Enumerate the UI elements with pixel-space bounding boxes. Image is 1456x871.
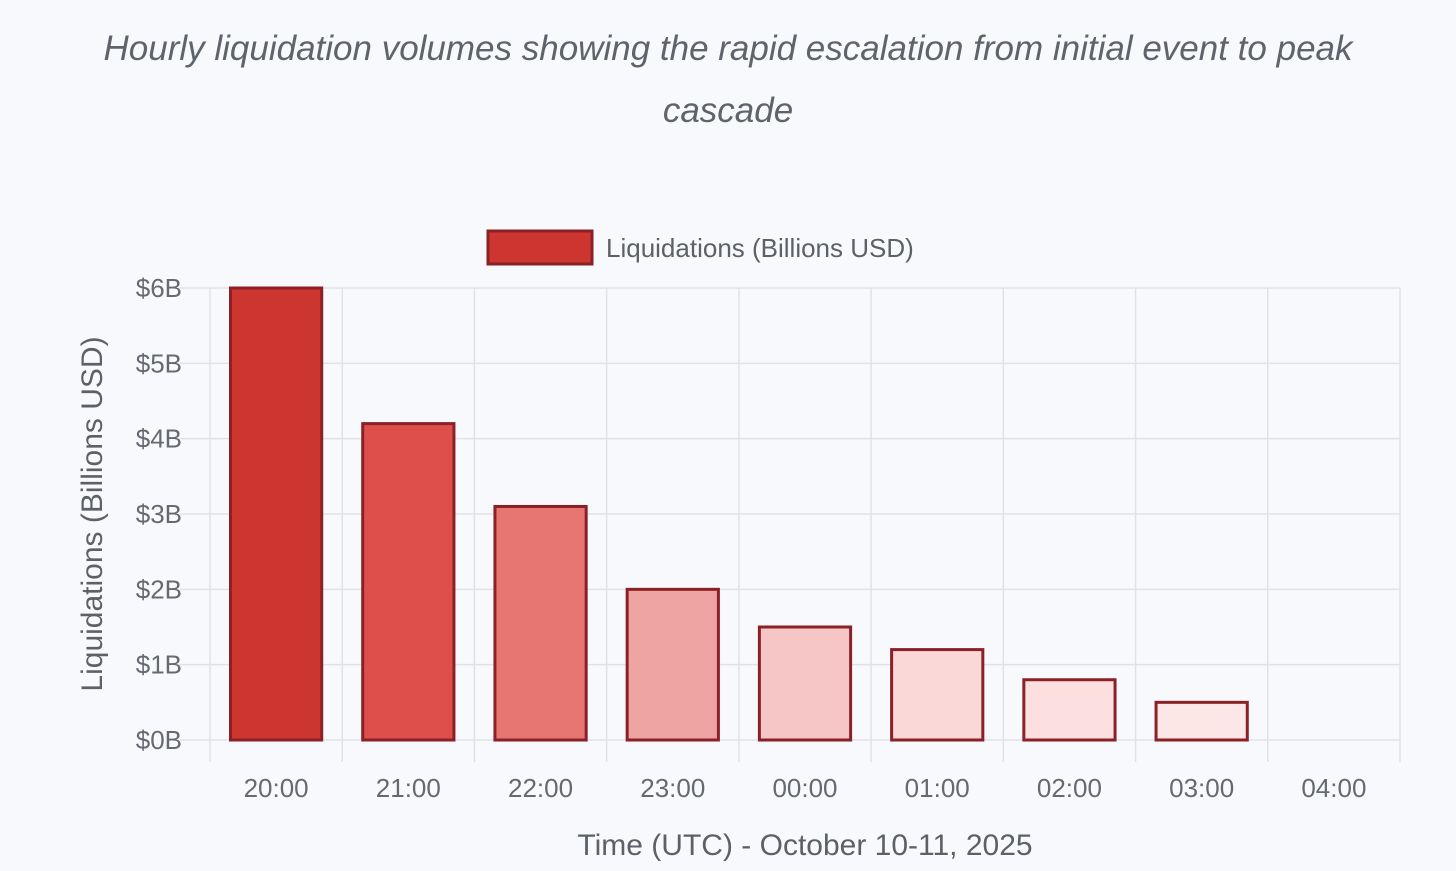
bar[interactable]	[757, 625, 853, 742]
bar[interactable]	[228, 286, 324, 742]
y-tick-label: $2B	[136, 574, 182, 604]
x-tick-label: 00:00	[772, 773, 837, 803]
y-tick-label: $0B	[136, 725, 182, 755]
legend[interactable]: Liquidations (Billions USD)	[486, 229, 914, 266]
legend-swatch	[486, 229, 594, 266]
y-tick-label: $1B	[136, 650, 182, 680]
bar[interactable]	[890, 648, 985, 742]
y-axis-ticks: $0B $1B $2B $3B $4B $5B $6B	[136, 273, 182, 755]
bar[interactable]	[1022, 678, 1117, 742]
y-tick-label: $6B	[136, 273, 182, 303]
y-tick-label: $5B	[136, 348, 182, 378]
x-tick-label: 03:00	[1169, 773, 1234, 803]
bar[interactable]	[361, 422, 456, 742]
x-tick-label: 20:00	[244, 773, 309, 803]
y-tick-label: $4B	[136, 424, 182, 454]
x-tick-label: 22:00	[508, 773, 573, 803]
bar[interactable]	[1154, 700, 1249, 742]
y-axis-title: Liquidations (Billions USD)	[76, 336, 109, 691]
x-axis-ticks: 20:00 21:00 22:00 23:00 00:00 01:00 02:00 03:00…	[244, 773, 1367, 803]
x-tick-label: 21:00	[376, 773, 441, 803]
x-tick-label: 04:00	[1301, 773, 1366, 803]
x-tick-label: 02:00	[1037, 773, 1102, 803]
legend-label: Liquidations (Billions USD)	[606, 233, 914, 263]
bar-series	[228, 286, 1249, 742]
bar[interactable]	[625, 587, 720, 742]
x-tick-label: 01:00	[905, 773, 970, 803]
chart-caption: Hourly liquidation volumes showing the r…	[103, 29, 1353, 130]
bar[interactable]	[493, 504, 588, 742]
x-axis-title: Time (UTC) - October 10-11, 2025	[577, 829, 1032, 862]
y-tick-label: $3B	[136, 499, 182, 529]
x-tick-label: 23:00	[640, 773, 705, 803]
